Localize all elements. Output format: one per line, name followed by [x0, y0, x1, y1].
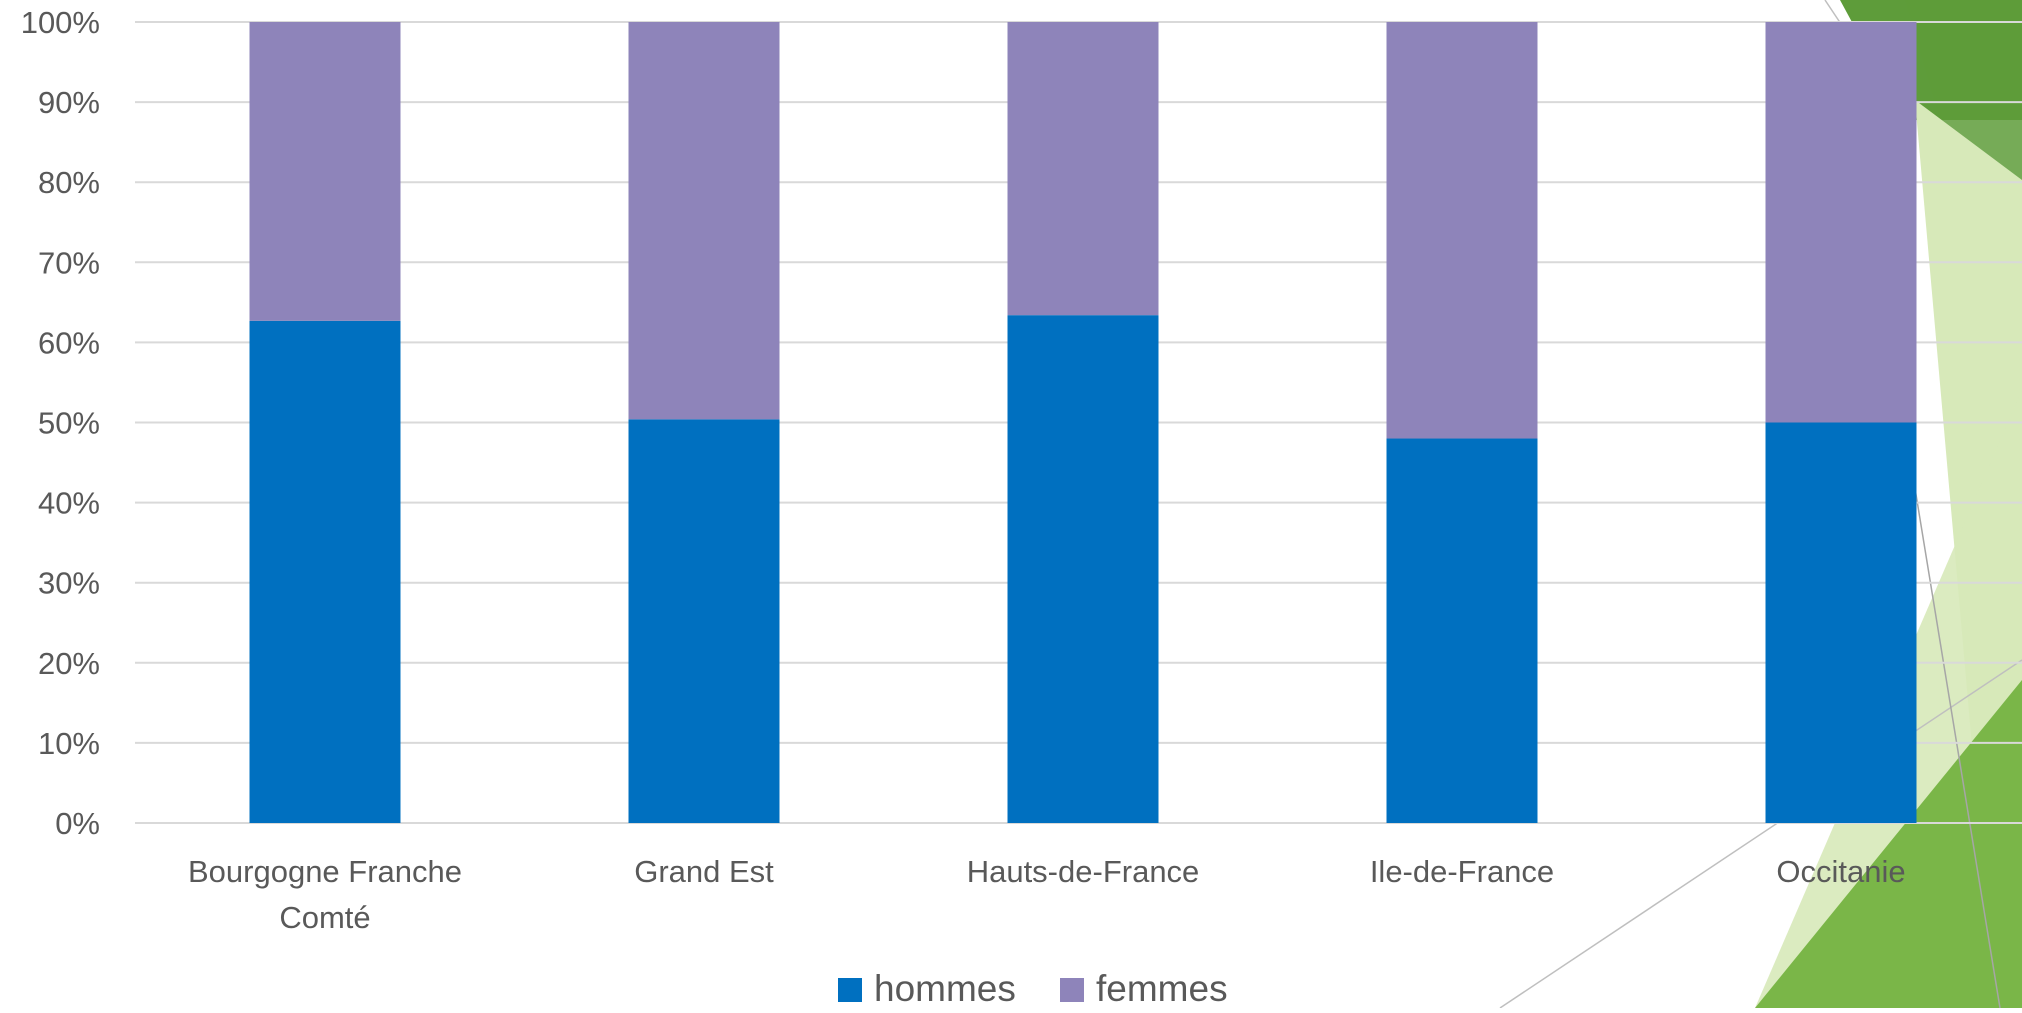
y-tick-label: 100%	[21, 5, 100, 40]
deco-line	[1911, 469, 2001, 1009]
x-category-label: Ile-de-France	[1370, 854, 1554, 889]
y-tick-label: 70%	[38, 245, 100, 280]
y-tick-label: 30%	[38, 566, 100, 601]
bar-segment-femmes	[249, 22, 401, 321]
legend-label-femmes: femmes	[1096, 968, 1228, 1008]
y-tick-label: 0%	[55, 806, 100, 841]
bar-segment-femmes	[1007, 22, 1159, 316]
y-tick-label: 80%	[38, 165, 100, 200]
bar-segment-hommes	[1007, 315, 1159, 823]
legend-swatch-hommes	[838, 978, 862, 1002]
x-category-label: Hauts-de-France	[967, 854, 1200, 889]
y-tick-label: 50%	[38, 406, 100, 441]
bar-segment-femmes	[1386, 22, 1538, 439]
y-tick-label: 90%	[38, 85, 100, 120]
bar-segment-hommes	[1386, 438, 1538, 823]
x-axis-categories: Bourgogne Franche Comté Grand Est Hauts-de-…	[188, 854, 1906, 935]
deco-wedge-bottom	[1755, 680, 2022, 1008]
bar-segment-hommes	[1765, 422, 1917, 823]
y-tick-label: 10%	[38, 726, 100, 761]
legend: hommes femmes	[838, 968, 1228, 1009]
bar-segment-femmes	[1765, 22, 1917, 423]
x-category-label: Bourgogne Franche Comté	[188, 854, 462, 935]
y-tick-label: 60%	[38, 325, 100, 360]
bar-segment-hommes	[628, 419, 780, 823]
x-category-label: Grand Est	[634, 854, 774, 889]
x-category-label: Occitanie	[1776, 854, 1905, 889]
y-tick-label: 40%	[38, 486, 100, 521]
bars	[249, 22, 1917, 823]
bar-segment-femmes	[628, 22, 780, 420]
y-axis-ticks: 0% 10% 20% 30% 40% 50% 60% 70% 80% 90% 100%	[21, 5, 100, 841]
legend-swatch-femmes	[1060, 978, 1084, 1002]
legend-label-hommes: hommes	[874, 968, 1016, 1008]
deco-line	[1499, 659, 2022, 1009]
y-tick-label: 20%	[38, 646, 100, 681]
slide-decoration	[1499, 0, 2022, 1009]
bar-segment-hommes	[249, 320, 401, 823]
